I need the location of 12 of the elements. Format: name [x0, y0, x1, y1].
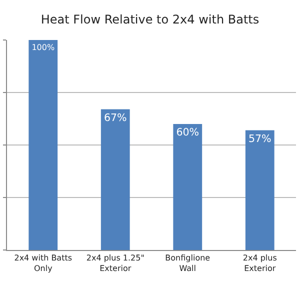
- bar: [245, 130, 274, 250]
- data-label: 67%: [104, 112, 128, 124]
- bar: [28, 40, 58, 250]
- bar: [100, 109, 130, 250]
- x-tick-label: 2x4 plus 1.25" Exterior: [86, 254, 144, 273]
- data-label: 57%: [248, 133, 272, 146]
- x-tick-label: 2x4 plus Exterior: [242, 254, 277, 273]
- x-tick-label: 2x4 with Batts Only: [14, 254, 72, 273]
- data-label: 60%: [176, 126, 200, 139]
- x-tick-label: Bonfiglione Wall: [165, 254, 210, 273]
- chart-title: Heat Flow Relative to 2x4 with Batts: [40, 12, 260, 26]
- bar: [173, 124, 202, 250]
